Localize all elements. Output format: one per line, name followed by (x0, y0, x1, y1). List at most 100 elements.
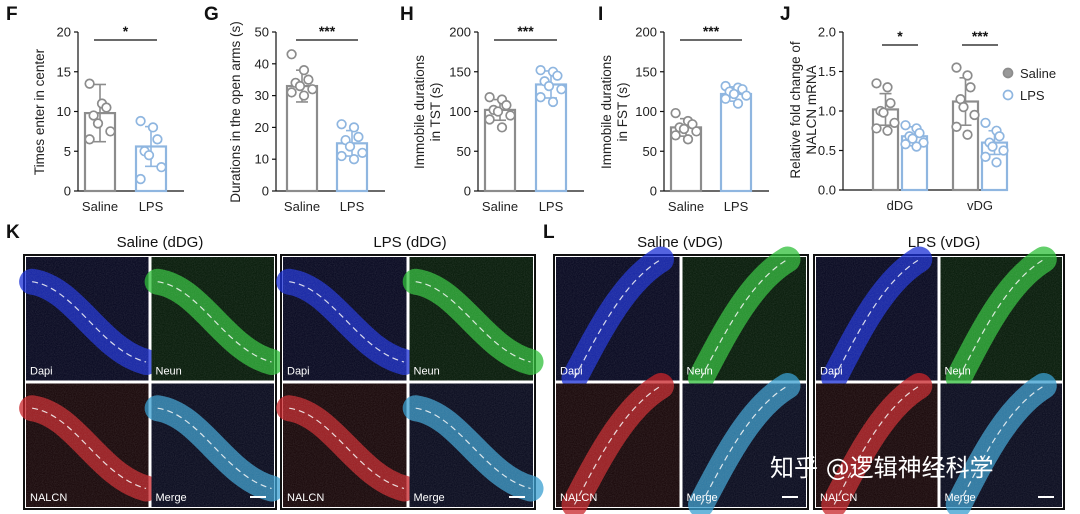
tile-nalcn-lps-vdg: NALCN (816, 372, 938, 514)
data-point-j-ddg-saline (871, 123, 882, 134)
data-point-f-lps (135, 173, 146, 185)
tile-merge-saline-vdg: Merge (682, 372, 806, 514)
tile-label-merge: Merge (156, 492, 187, 504)
data-point-j-vdg-saline (951, 121, 962, 132)
data-point-h-lps (535, 65, 546, 76)
tile-label-neun: Neun (687, 366, 713, 378)
tile-label-merge: Merge (687, 492, 718, 504)
tile-texture-dapi (283, 257, 407, 381)
x-category-label-f: Saline (82, 199, 118, 214)
data-point-j-ddg-lps (911, 141, 922, 152)
panel-letter-g: G (204, 4, 219, 25)
data-point-j-vdg-saline (962, 70, 973, 81)
y-tick-label-i: 0 (650, 184, 657, 199)
tile-label-dapi: Dapi (287, 366, 310, 378)
significance-label-g: *** (319, 23, 336, 39)
chart-j: 0.0 0.5 1.0 1.5 2.0 dDG * vDG *** Saline LPS (818, 25, 1056, 214)
data-point-j-vdg-saline (958, 101, 969, 113)
data-point-i-saline (678, 123, 690, 135)
chart-f: 0 5 10 15 20 Saline LPS * (57, 23, 184, 214)
tile-label-neun: Neun (414, 366, 440, 378)
data-point-j-vdg-saline (951, 62, 962, 73)
y-tick-label-h: 200 (449, 25, 471, 40)
ylabel-g: Durations in the open arms (s) (228, 21, 243, 203)
data-point-j-vdg-lps (998, 145, 1009, 156)
y-tick-label-i: 150 (635, 64, 657, 79)
legend-marker-lps (1002, 89, 1014, 101)
data-point-g-saline (286, 49, 297, 60)
data-point-j-vdg-lps (980, 117, 991, 128)
y-tick-label-j: 1.0 (818, 104, 836, 119)
tile-label-merge: Merge (414, 492, 445, 504)
y-tick-label-j: 1.5 (818, 64, 836, 79)
data-point-g-saline (294, 80, 306, 92)
data-point-j-vdg-lps (994, 131, 1005, 142)
x-category-label-g: LPS (340, 199, 365, 214)
data-point-f-lps (156, 161, 167, 173)
data-point-j-vdg-lps (991, 157, 1002, 168)
significance-label-j-vdg: *** (972, 28, 989, 44)
x-category-label-f: LPS (139, 199, 164, 214)
tile-neun-lps-vdg: Neun (940, 246, 1062, 392)
ylabel-h-line1: Immobile durations (412, 55, 427, 169)
data-point-g-saline (307, 84, 318, 95)
tile-texture-dapi (816, 257, 938, 381)
data-point-h-lps (552, 70, 563, 81)
data-point-g-saline (298, 65, 310, 76)
y-tick-label-f: 20 (57, 25, 71, 40)
y-tick-label-g: 30 (255, 88, 269, 103)
significance-label-f: * (123, 23, 129, 39)
title-lps-vdg: LPS (vDG) (908, 234, 981, 251)
panel-letter-l: L (543, 222, 555, 243)
x-category-label-h: Saline (482, 199, 518, 214)
x-category-label-j: vDG (967, 198, 993, 213)
tile-label-nalcn: NALCN (287, 492, 324, 504)
watermark-text: 知乎 @逻辑神经科学 (770, 454, 994, 482)
tile-dapi-lps-vdg: Dapi (816, 246, 938, 392)
data-point-f-saline (101, 102, 112, 113)
panel-letter-i: I (598, 4, 603, 25)
data-point-j-vdg-lps (980, 151, 991, 162)
data-point-i-saline (670, 130, 681, 141)
data-point-f-lps (143, 150, 155, 161)
data-point-h-saline (492, 106, 504, 117)
significance-label-j-ddg: * (897, 28, 903, 44)
tile-texture-neun (940, 257, 1062, 381)
data-point-j-ddg-saline (871, 78, 882, 89)
data-point-j-ddg-saline (885, 97, 896, 109)
data-point-f-saline (92, 118, 104, 129)
data-point-j-ddg-lps (914, 127, 925, 139)
data-point-h-lps (535, 92, 546, 103)
tile-label-nalcn: NALCN (560, 492, 597, 504)
ylabel-h-line2: in TST (s) (428, 83, 443, 142)
y-tick-label-g: 10 (255, 152, 269, 167)
ylabel-i-line2: in FST (s) (615, 82, 630, 141)
micrograph-grid-lps-vdg: Dapi Neun NALCN Merge (813, 246, 1065, 514)
y-tick-label-j: 0.5 (818, 143, 836, 158)
tile-texture-nalcn (816, 383, 938, 507)
data-point-h-saline (484, 114, 495, 125)
data-point-g-saline (303, 74, 314, 85)
tile-texture-merge (940, 383, 1062, 507)
tile-label-neun: Neun (945, 366, 971, 378)
tile-texture-dapi (26, 257, 149, 381)
tile-label-dapi: Dapi (560, 366, 583, 378)
data-point-i-lps (732, 98, 744, 109)
data-point-j-ddg-lps (900, 120, 911, 131)
y-tick-label-i: 100 (635, 104, 657, 119)
tile-nalcn-saline-vdg: NALCN (556, 372, 680, 514)
data-point-g-lps (336, 119, 347, 130)
tile-label-merge: Merge (945, 492, 976, 504)
data-point-g-lps (357, 147, 368, 158)
legend-label-lps: LPS (1020, 88, 1045, 103)
data-point-h-lps (556, 84, 567, 95)
legend-marker-saline (1002, 67, 1014, 79)
tile-neun-saline-vdg: Neun (682, 246, 806, 392)
panel-letter-f: F (6, 4, 18, 25)
data-point-i-saline (691, 126, 702, 137)
tile-texture-nalcn (283, 383, 407, 507)
y-tick-label-g: 20 (255, 120, 269, 135)
data-point-h-saline (505, 110, 516, 121)
